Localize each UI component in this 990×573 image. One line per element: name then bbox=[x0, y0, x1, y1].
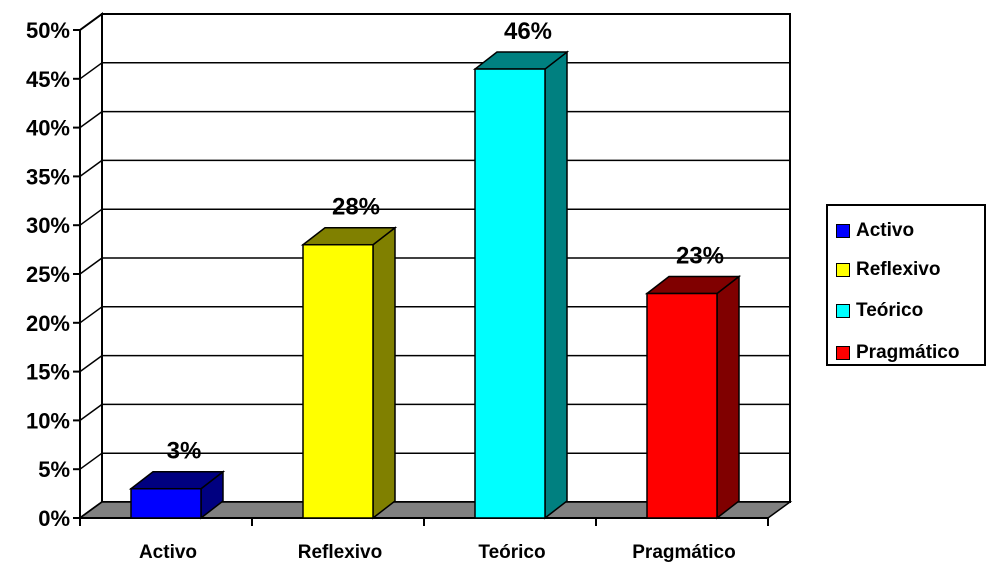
y-tick-label: 15% bbox=[26, 360, 70, 385]
bar-activo bbox=[130, 487, 202, 519]
y-tick-label: 20% bbox=[26, 311, 70, 336]
legend-label-activo: Activo bbox=[856, 220, 915, 241]
legend-label-teorico: Teórico bbox=[856, 300, 924, 321]
y-tick-label: 5% bbox=[38, 457, 70, 482]
y-tick-label: 25% bbox=[26, 262, 70, 287]
legend-swatch-reflexivo bbox=[836, 263, 850, 277]
bar-side-pragmatico bbox=[716, 274, 740, 520]
legend-swatch-activo bbox=[836, 224, 850, 238]
data-label-reflexivo: 28% bbox=[332, 194, 380, 221]
legend-swatch-teorico bbox=[836, 304, 850, 318]
x-tick-label-teorico: Teórico bbox=[478, 542, 545, 563]
y-tick-label: 50% bbox=[26, 18, 70, 43]
legend-label-pragmatico: Pragmático bbox=[856, 342, 960, 363]
y-tick-label: 35% bbox=[26, 164, 70, 189]
data-label-pragmatico: 23% bbox=[676, 243, 724, 270]
gridline-side bbox=[79, 159, 103, 178]
y-tick-label: 0% bbox=[38, 506, 70, 531]
legend-label-reflexivo: Reflexivo bbox=[856, 259, 941, 280]
gridline-side bbox=[79, 306, 103, 324]
data-label-teorico: 46% bbox=[504, 18, 552, 45]
y-tick-label: 40% bbox=[26, 116, 70, 141]
bar-reflexivo bbox=[302, 243, 374, 519]
gridline-side bbox=[79, 257, 103, 275]
legend-swatch-pragmatico bbox=[836, 346, 850, 360]
y-tick-label: 30% bbox=[26, 213, 70, 238]
legend-item-pragmatico: Pragmático bbox=[836, 342, 959, 364]
gridline-side bbox=[79, 62, 103, 80]
bar-side-reflexivo bbox=[372, 226, 396, 520]
gridline-side bbox=[79, 403, 103, 422]
bar-teorico bbox=[474, 68, 546, 519]
y-tick-label: 10% bbox=[26, 408, 70, 433]
gridline-side bbox=[79, 354, 103, 373]
legend-item-reflexivo: Reflexivo bbox=[836, 259, 940, 281]
gridline-side bbox=[79, 452, 103, 470]
legend-item-activo: Activo bbox=[836, 220, 914, 242]
x-tick-label-pragmatico: Pragmático bbox=[632, 542, 735, 563]
bar-side-teorico bbox=[544, 50, 568, 520]
legend-item-teorico: Teórico bbox=[836, 300, 923, 322]
gridline-side bbox=[79, 13, 103, 31]
gridline-side bbox=[79, 110, 103, 129]
bar-pragmatico bbox=[646, 292, 718, 519]
gridline-side bbox=[79, 208, 103, 226]
x-tick-label-reflexivo: Reflexivo bbox=[298, 542, 382, 563]
y-tick-label: 45% bbox=[26, 67, 70, 92]
data-label-activo: 3% bbox=[167, 438, 202, 465]
x-tick-label-activo: Activo bbox=[139, 542, 197, 563]
chart-legend: Activo Reflexivo Teórico Pragmático bbox=[826, 204, 986, 366]
